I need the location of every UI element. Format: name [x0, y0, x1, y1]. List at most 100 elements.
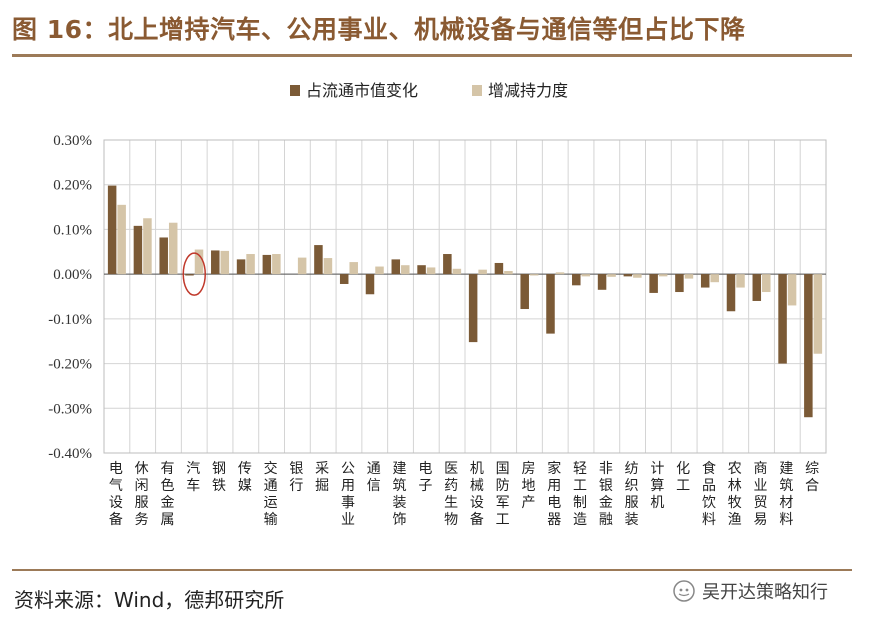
bar-holding-intensity: [813, 274, 823, 354]
bar-market-cap-change: [133, 225, 143, 275]
y-tick-label: -0.40%: [48, 446, 92, 462]
bar-holding-intensity: [143, 218, 152, 275]
watermark-text: 吴开达策略知行: [702, 582, 828, 603]
x-category-label: 通信: [367, 461, 381, 494]
legend-swatch: [472, 85, 482, 96]
x-category-label: 公用事业: [341, 461, 355, 528]
x-category-label: 建筑装饰: [393, 461, 407, 528]
bar-holding-intensity: [117, 204, 126, 275]
bar-market-cap-change: [211, 250, 220, 275]
x-category-label: 房地产: [521, 461, 535, 511]
footer-rule: [12, 569, 852, 571]
x-category-label: 国防军工: [496, 461, 510, 528]
x-category-label: 电气设备: [109, 461, 123, 528]
bar-holding-intensity: [555, 272, 565, 275]
y-tick-label: 0.30%: [53, 133, 92, 149]
bar-market-cap-change: [339, 274, 349, 284]
bar-holding-intensity: [297, 257, 307, 275]
x-category-label: 机械设备: [470, 461, 484, 528]
legend-label: 增减持力度: [488, 81, 568, 100]
bar-holding-intensity: [504, 271, 513, 275]
x-category-label: 有色金属: [160, 461, 174, 528]
wechat-icon: [673, 580, 695, 602]
x-category-label: 传媒: [238, 461, 252, 494]
bar-holding-intensity: [452, 268, 462, 275]
x-category-label: 商业贸易: [754, 461, 768, 528]
y-tick-label: -0.30%: [48, 401, 92, 417]
bar-market-cap-change: [546, 274, 555, 334]
x-category-label: 食品饮料: [702, 460, 716, 528]
x-category-label: 化工: [676, 461, 690, 494]
bar-market-cap-change: [365, 274, 375, 295]
legend-swatch: [290, 85, 300, 96]
bar-market-cap-change: [391, 259, 401, 275]
x-category-label: 建筑材料: [779, 461, 793, 528]
watermark: 吴开达策略知行: [672, 578, 828, 604]
bar-holding-intensity: [272, 254, 281, 275]
x-category-label: 汽车: [186, 461, 200, 494]
bar-holding-intensity: [787, 274, 797, 306]
highlight-circle: [182, 252, 206, 296]
y-tick-label: -0.10%: [48, 312, 92, 328]
bar-holding-intensity: [375, 266, 384, 275]
bar-market-cap-change: [804, 274, 813, 418]
bar-holding-intensity: [220, 250, 230, 275]
bar-market-cap-change: [159, 237, 168, 275]
bar-market-cap-change: [675, 274, 684, 293]
bar-market-cap-change: [236, 259, 246, 275]
bar-holding-intensity: [607, 274, 616, 277]
x-category-label: 轻工制造: [573, 461, 587, 528]
bar-holding-intensity: [529, 274, 539, 276]
x-category-label: 交通运输: [264, 460, 278, 528]
bar-holding-intensity: [633, 274, 642, 278]
bar-holding-intensity: [710, 274, 719, 283]
x-category-label: 综合: [805, 461, 819, 494]
bar-market-cap-change: [649, 274, 658, 293]
y-tick-label: 0.10%: [53, 222, 92, 238]
bar-market-cap-change: [443, 254, 452, 275]
x-category-label: 采掘: [315, 461, 329, 494]
x-category-label: 银行: [289, 461, 303, 494]
x-category-label: 休闲服务: [135, 461, 149, 528]
bar-holding-intensity: [194, 249, 204, 275]
bar-market-cap-change: [623, 274, 633, 277]
bar-market-cap-change: [572, 274, 581, 286]
bar-market-cap-change: [262, 254, 272, 275]
bar-market-cap-change: [107, 185, 117, 275]
bar-holding-intensity: [168, 222, 178, 275]
legend-label: 占流通市值变化: [306, 81, 418, 100]
bar-holding-intensity: [246, 254, 255, 275]
y-tick-label: 0.00%: [53, 267, 92, 283]
x-category-label: 纺织服装: [625, 461, 639, 528]
x-category-label: 家用电器: [547, 460, 561, 528]
bar-holding-intensity: [426, 267, 436, 275]
x-category-label: 钢铁: [212, 461, 226, 494]
bar-holding-intensity: [762, 274, 771, 293]
bar-market-cap-change: [185, 274, 194, 276]
bar-holding-intensity: [736, 274, 745, 288]
bar-market-cap-change: [778, 274, 787, 364]
x-category-label: 农林牧渔: [728, 461, 742, 528]
x-category-label: 计算机: [650, 461, 664, 511]
y-tick-label: 0.20%: [53, 178, 92, 194]
plot-border: [103, 139, 827, 454]
bar-holding-intensity: [581, 274, 591, 277]
bar-market-cap-change: [314, 245, 323, 275]
bar-chart: 0.30% 0.20% 0.10% 0.00% -0.10% -0.20% -0.30% -0…: [48, 81, 827, 528]
bar-holding-intensity: [478, 269, 487, 275]
x-category-label: 电子: [418, 461, 432, 494]
bar-holding-intensity: [401, 265, 410, 275]
bar-market-cap-change: [597, 274, 607, 290]
source-note: 资料来源：Wind，德邦研究所: [14, 588, 285, 612]
bar-market-cap-change: [417, 265, 426, 275]
x-category-label: 医药生物: [444, 461, 458, 528]
bar-market-cap-change: [520, 274, 529, 310]
y-tick-label: -0.20%: [48, 357, 92, 373]
bar-holding-intensity: [323, 258, 333, 275]
bar-market-cap-change: [494, 262, 504, 275]
bar-holding-intensity: [658, 274, 668, 277]
chart-title: 图 16：北上增持汽车、公用事业、机械设备与通信等但占比下降: [12, 15, 746, 44]
bar-market-cap-change: [752, 274, 762, 301]
bar-market-cap-change: [726, 274, 736, 312]
x-category-label: 非银金融: [599, 461, 613, 528]
